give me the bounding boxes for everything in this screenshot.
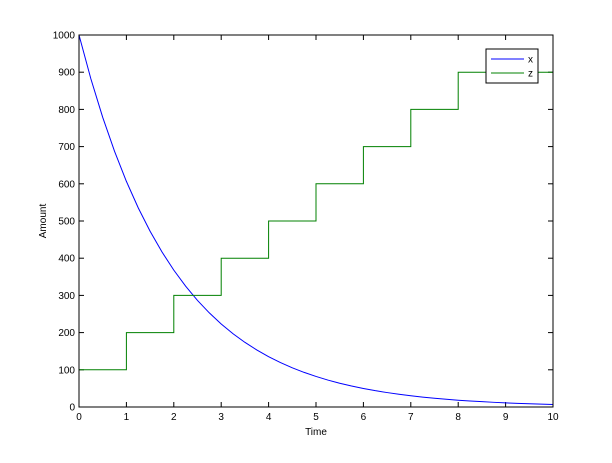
- legend-box: [485, 48, 539, 84]
- x-tick-label: 6: [361, 412, 367, 423]
- y-tick-label: 1000: [53, 31, 76, 42]
- x-tick-label: 4: [266, 412, 272, 423]
- legend-label-x: x: [528, 55, 533, 66]
- y-axis-label: Amount: [38, 204, 49, 239]
- x-tick-label: 8: [455, 412, 461, 423]
- y-tick-label: 100: [58, 365, 75, 376]
- x-tick-label: 5: [313, 412, 319, 423]
- y-tick-label: 600: [58, 179, 75, 190]
- legend: xz: [485, 48, 539, 84]
- axes-box: [78, 34, 554, 408]
- series-line-x: [78, 34, 554, 406]
- x-tick-label: 9: [503, 412, 509, 423]
- y-tick-label: 400: [58, 254, 75, 265]
- x-tick-label: 3: [218, 412, 224, 423]
- x-tick-label: 2: [171, 412, 177, 423]
- x-tick-label: 10: [547, 412, 559, 423]
- x-tick-label: 0: [76, 412, 82, 423]
- legend-label-z: z: [528, 69, 533, 80]
- x-tick-label: 7: [408, 412, 414, 423]
- y-tick-label: 800: [58, 105, 75, 116]
- y-tick-label: 700: [58, 142, 75, 153]
- y-tick-label: 300: [58, 291, 75, 302]
- y-tick-label: 200: [58, 328, 75, 339]
- y-tick-label: 900: [58, 68, 75, 79]
- x-tick-label: 1: [124, 412, 130, 423]
- x-axis-label: Time: [305, 427, 327, 438]
- y-tick-label: 0: [69, 403, 75, 414]
- series-line-z: [79, 71, 553, 371]
- y-tick-label: 500: [58, 217, 75, 228]
